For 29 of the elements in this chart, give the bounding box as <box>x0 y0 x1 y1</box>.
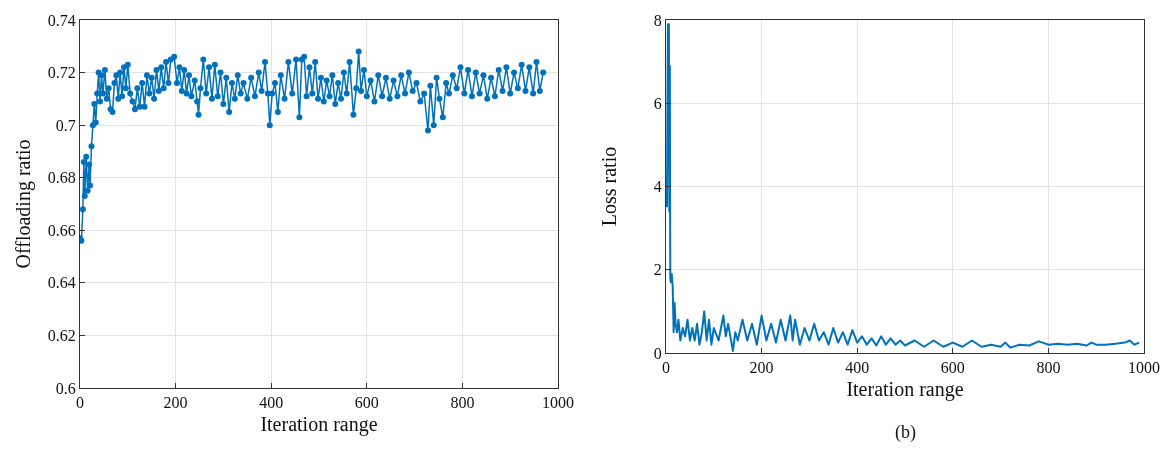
x-tick-label: 800 <box>450 394 475 412</box>
y-axis-title: Offloading ratio <box>12 139 35 269</box>
x-axis-title: Iteration range <box>260 412 378 436</box>
line-series <box>666 23 1141 352</box>
x-tick-label: 600 <box>940 359 965 377</box>
text: (b) <box>895 422 916 443</box>
y-tick-label: 0.72 <box>47 64 76 82</box>
y-tick-label: 8 <box>653 11 662 29</box>
x-tick-label: 800 <box>1036 359 1061 377</box>
y-tick-label: 0.62 <box>47 327 76 345</box>
x-tick-label: 1000 <box>1128 359 1160 377</box>
y-tick-label: 0.64 <box>47 274 76 292</box>
y-tick-label: 0.6 <box>55 379 76 397</box>
x-axis-title: Iteration range <box>846 377 964 401</box>
y-tick-label: 0.7 <box>55 116 76 134</box>
x-tick-label: 200 <box>163 394 188 412</box>
y-tick-label: 0.66 <box>47 221 76 239</box>
x-tick-label: 600 <box>354 394 379 412</box>
y-axis-title: Loss ratio <box>598 146 620 227</box>
y-tick-label: 4 <box>653 178 662 196</box>
y-tick-label: 0.74 <box>47 11 76 29</box>
x-tick-label: 400 <box>259 394 284 412</box>
y-tick-label: 6 <box>653 94 662 112</box>
y-tick-label: 0.68 <box>47 169 76 187</box>
y-tick-label: 2 <box>653 261 662 279</box>
y-tick-label: 0 <box>653 344 662 362</box>
x-tick-label: 400 <box>845 359 870 377</box>
x-tick-label: 200 <box>749 359 774 377</box>
x-tick-label: 1000 <box>542 394 574 412</box>
